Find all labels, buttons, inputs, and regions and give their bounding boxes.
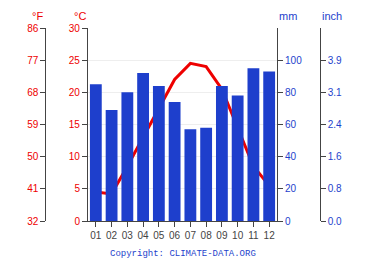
svg-text:30: 30: [69, 23, 81, 34]
svg-text:inch: inch: [322, 10, 342, 22]
svg-text:Copyright: CLIMATE-DATA.ORG: Copyright: CLIMATE-DATA.ORG: [110, 249, 256, 259]
svg-text:1.6: 1.6: [328, 151, 342, 162]
svg-text:°F: °F: [32, 10, 43, 22]
svg-text:10: 10: [232, 230, 244, 241]
svg-text:15: 15: [69, 119, 81, 130]
svg-text:100: 100: [285, 55, 302, 66]
svg-text:41: 41: [27, 183, 39, 194]
svg-text:3.1: 3.1: [328, 87, 342, 98]
svg-text:0.0: 0.0: [328, 216, 342, 227]
svg-text:06: 06: [169, 230, 181, 241]
svg-text:°C: °C: [74, 10, 86, 22]
svg-text:20: 20: [69, 87, 81, 98]
svg-text:02: 02: [106, 230, 118, 241]
svg-text:50: 50: [27, 151, 39, 162]
svg-text:05: 05: [153, 230, 165, 241]
svg-text:59: 59: [27, 119, 39, 130]
svg-text:04: 04: [138, 230, 150, 241]
svg-text:0.8: 0.8: [328, 183, 342, 194]
svg-text:01: 01: [90, 230, 102, 241]
svg-text:40: 40: [285, 151, 297, 162]
svg-text:11: 11: [248, 230, 259, 241]
svg-text:09: 09: [216, 230, 228, 241]
svg-text:86: 86: [27, 23, 39, 34]
svg-text:0: 0: [74, 216, 80, 227]
svg-text:10: 10: [69, 151, 81, 162]
svg-text:03: 03: [122, 230, 134, 241]
svg-text:0: 0: [285, 216, 291, 227]
svg-text:07: 07: [185, 230, 197, 241]
svg-text:77: 77: [27, 55, 39, 66]
svg-text:25: 25: [69, 55, 81, 66]
svg-text:20: 20: [285, 183, 297, 194]
svg-text:12: 12: [264, 230, 276, 241]
svg-text:68: 68: [27, 87, 39, 98]
svg-text:3.9: 3.9: [328, 55, 342, 66]
svg-text:mm: mm: [279, 10, 297, 22]
svg-text:5: 5: [74, 183, 80, 194]
svg-text:2.4: 2.4: [328, 119, 342, 130]
svg-text:32: 32: [27, 216, 39, 227]
svg-text:80: 80: [285, 87, 297, 98]
svg-text:60: 60: [285, 119, 297, 130]
svg-text:08: 08: [201, 230, 213, 241]
